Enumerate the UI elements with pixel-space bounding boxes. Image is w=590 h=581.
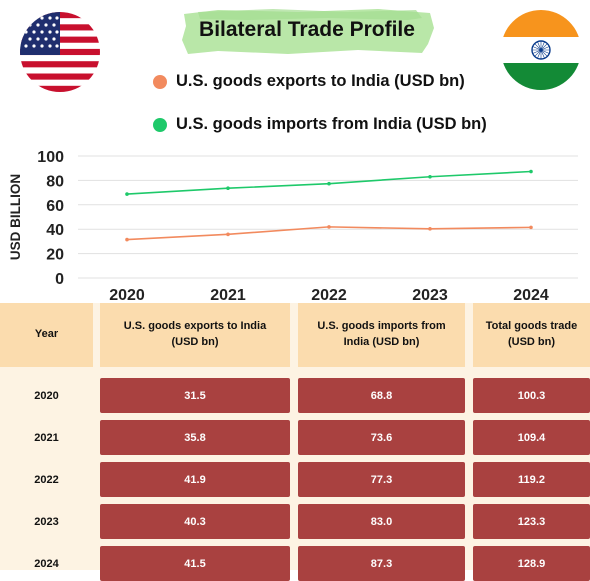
- data-point-imports: [428, 174, 432, 179]
- table-header-year: Year: [0, 303, 93, 367]
- table-cell-total: 123.3: [473, 504, 590, 539]
- table-row-year: 2023: [34, 515, 59, 528]
- table-row-year: 2022: [34, 473, 59, 486]
- table-cell-total: 109.4: [473, 420, 590, 455]
- table-cell-total: 119.2: [473, 462, 590, 497]
- legend-item-imports: U.S. goods imports from India (USD bn): [153, 115, 487, 134]
- y-tick-label: 20: [46, 247, 64, 264]
- data-point-exports: [529, 225, 533, 230]
- table-row-year: 2024: [34, 557, 59, 570]
- table-cell-imports: 77.3: [298, 462, 465, 497]
- table-cell-imports: 87.3: [298, 546, 465, 581]
- y-tick-label: 40: [46, 222, 64, 239]
- us-flag-icon: [20, 12, 100, 92]
- y-axis-label: USD BILLION: [8, 174, 23, 260]
- y-tick-label: 0: [55, 271, 64, 288]
- x-tick-label: 2021: [210, 287, 246, 304]
- table-cell-exports: 41.5: [100, 546, 290, 581]
- data-point-exports: [226, 232, 230, 237]
- y-tick-label: 80: [46, 173, 64, 190]
- table-cell-total: 100.3: [473, 378, 590, 413]
- legend-marker-exports: [153, 74, 167, 89]
- data-point-imports: [226, 186, 230, 191]
- table-cell-imports: 73.6: [298, 420, 465, 455]
- y-tick-label: 60: [46, 198, 64, 215]
- data-point-imports: [125, 192, 129, 196]
- title-banner: Bilateral Trade Profile: [178, 6, 436, 56]
- table-cell-total: 128.9: [473, 546, 590, 581]
- table-cell-imports: 83.0: [298, 504, 465, 539]
- table-header-imports: U.S. goods imports from India (USD bn): [298, 303, 465, 367]
- x-tick-label: 2023: [412, 287, 448, 304]
- chart-title: Bilateral Trade Profile: [199, 18, 415, 41]
- legend-marker-imports: [153, 117, 167, 132]
- data-point-imports: [529, 169, 533, 174]
- legend-item-exports: U.S. goods exports to India (USD bn): [153, 72, 465, 91]
- table-cell-exports: 40.3: [100, 504, 290, 539]
- india-flag-icon: [501, 10, 581, 90]
- data-point-exports: [327, 225, 331, 229]
- table-header-total: Total goods trade (USD bn): [473, 303, 590, 367]
- data-point-exports: [125, 237, 129, 242]
- x-tick-label: 2024: [513, 287, 549, 304]
- legend-label-imports: U.S. goods imports from India (USD bn): [176, 115, 487, 133]
- data-point-exports: [428, 227, 432, 231]
- x-tick-label: 2020: [109, 287, 145, 304]
- table-row-year: 2021: [34, 431, 59, 444]
- data-point-imports: [327, 181, 331, 186]
- table-cell-exports: 35.8: [100, 420, 290, 455]
- table-row-year: 2020: [34, 389, 59, 402]
- trade-table: Year U.S. goods exports to India (USD bn)…: [0, 303, 590, 581]
- table-cell-imports: 68.8: [298, 378, 465, 413]
- line-chart: 0 20 40 60 80 100 2020 2021 2022 2023 2024 USD BILL…: [8, 149, 578, 304]
- x-tick-label: 2022: [311, 287, 347, 304]
- table-cell-exports: 41.9: [100, 462, 290, 497]
- title-brush-background: [182, 9, 434, 54]
- legend-label-exports: U.S. goods exports to India (USD bn): [176, 72, 465, 90]
- table-header-exports: U.S. goods exports to India (USD bn): [100, 303, 290, 367]
- table-cell-exports: 31.5: [100, 378, 290, 413]
- y-tick-label: 100: [37, 149, 64, 166]
